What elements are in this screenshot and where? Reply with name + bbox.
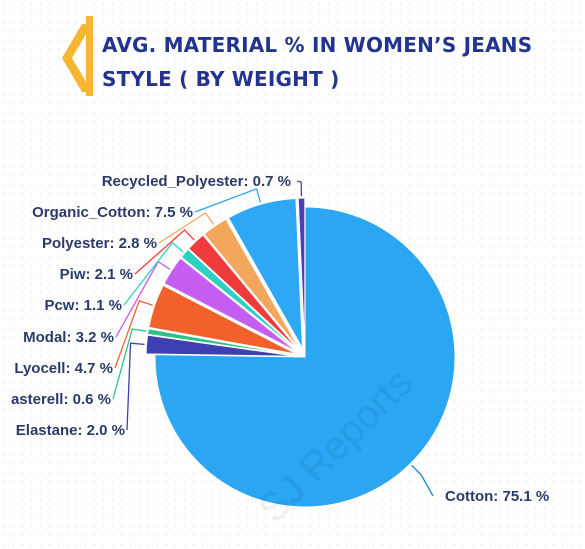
pie-slice-lyocell bbox=[148, 284, 297, 355]
pie-slice-polyester bbox=[203, 218, 301, 350]
slice-label-pcw: Pcw: 1.1 % bbox=[44, 297, 122, 314]
pie-slice-tencel bbox=[147, 328, 297, 357]
leader-line-polyester bbox=[158, 212, 215, 244]
slice-label-recycled-polyester: Recycled_Polyester: 0.7 % bbox=[102, 173, 291, 190]
slice-label-tencel: asterell: 0.6 % bbox=[11, 391, 111, 408]
header: AVG. MATERIAL % IN WOMEN’S JEANS STYLE (… bbox=[58, 16, 578, 100]
leader-line-recycled-polyester bbox=[296, 180, 303, 197]
slice-label-elastane: Elastane: 2.0 % bbox=[16, 422, 125, 439]
pie-slice-piw bbox=[187, 234, 300, 351]
chevron-left-icon bbox=[62, 24, 92, 92]
pie-slice-pcw bbox=[180, 248, 299, 352]
leader-line-tencel bbox=[112, 328, 147, 400]
pie-slice-modal bbox=[163, 257, 298, 353]
pie-slice-cotton bbox=[154, 206, 456, 508]
leader-line-pcw bbox=[123, 241, 184, 306]
slice-label-organic-cotton: Organic_Cotton: 7.5 % bbox=[32, 204, 193, 221]
pie-slice-recycled-polyester bbox=[297, 197, 306, 349]
leader-line-cotton bbox=[411, 464, 434, 497]
leader-line-piw bbox=[134, 229, 195, 275]
pie-slice-organic-cotton bbox=[227, 197, 304, 349]
slice-label-modal: Modal: 3.2 % bbox=[23, 329, 114, 346]
leader-line-organic-cotton bbox=[194, 187, 262, 213]
slice-labels: Cotton: 75.1 % Elastane: 2.0 % asterell: 0… bbox=[11, 173, 549, 505]
leader-lines bbox=[112, 180, 434, 497]
page-title: AVG. MATERIAL % IN WOMEN’S JEANS STYLE (… bbox=[102, 33, 533, 91]
slice-label-lyocell: Lyocell: 4.7 % bbox=[14, 360, 113, 377]
pie-slices bbox=[145, 197, 456, 508]
pie-slice-elastane bbox=[145, 334, 297, 357]
slice-label-polyester: Polyester: 2.8 % bbox=[42, 235, 157, 252]
slice-label-piw: Piw: 2.1 % bbox=[60, 266, 133, 283]
slice-label-cotton: Cotton: 75.1 % bbox=[445, 488, 549, 505]
title-accent-bar bbox=[86, 16, 93, 96]
leader-line-elastane bbox=[126, 342, 145, 431]
leader-line-lyocell bbox=[114, 299, 153, 369]
